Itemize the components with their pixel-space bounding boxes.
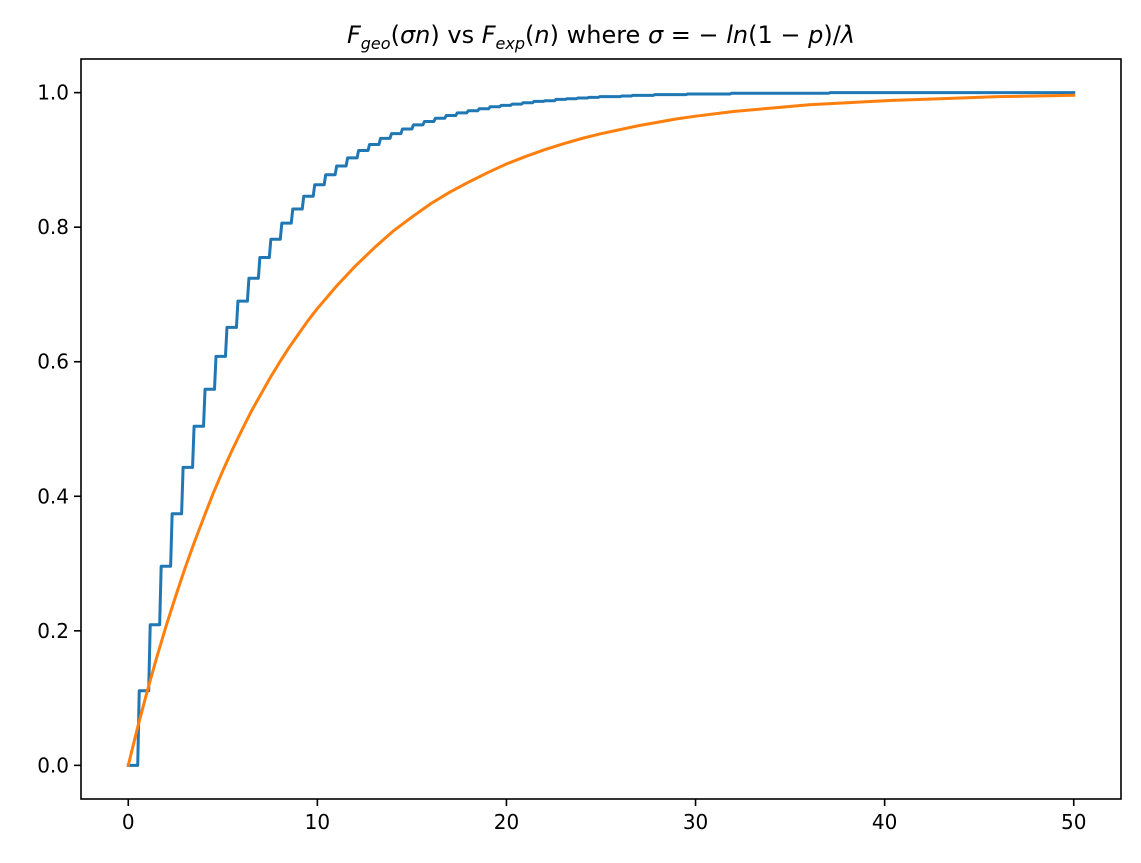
title-equals-minus: = −: [663, 21, 726, 49]
plot-area: [81, 59, 1121, 799]
title-exp-paren-open: (: [525, 21, 534, 49]
x-axis: 0 10 20 30 40 50: [122, 799, 1086, 834]
title-exp-subscript: exp: [496, 34, 525, 53]
y-tick-label: 0.6: [37, 350, 69, 374]
y-tick-label: 1.0: [37, 81, 69, 105]
series-layer: [126, 91, 1076, 768]
x-tick-label: 20: [494, 810, 519, 834]
title-geo-paren-open: (: [391, 21, 400, 49]
y-tick-label: 0.8: [37, 215, 69, 239]
title-one-minus: (1 −: [748, 21, 808, 49]
title-geo-letter: F: [347, 21, 362, 49]
title-exp-paren-close: ): [550, 21, 559, 49]
title-lambda: λ: [839, 21, 855, 49]
y-axis: 0.0 0.2 0.4 0.6 0.8 1.0: [37, 81, 81, 777]
y-tick-label: 0.0: [37, 753, 69, 777]
title-where: where: [559, 21, 648, 49]
x-tick-label: 0: [122, 810, 135, 834]
x-tick-label: 40: [872, 810, 897, 834]
title-geo-sigma: σ: [400, 21, 416, 49]
title-sigma: σ: [648, 21, 664, 49]
title-exp-n: n: [534, 21, 549, 49]
exponential-cdf-line: [126, 93, 1076, 768]
title-geo-subscript: geo: [361, 34, 391, 53]
title-paren-slash: )/: [823, 21, 841, 49]
title-geo-n: n: [415, 21, 430, 49]
title-ln: ln: [726, 21, 748, 49]
y-tick-label: 0.4: [37, 484, 69, 508]
plot-frame: [80, 58, 1122, 800]
title-p: p: [807, 21, 823, 49]
x-tick-label: 10: [305, 810, 330, 834]
y-tick-label: 0.2: [37, 619, 69, 643]
geometric-cdf-step-line: [126, 91, 1076, 767]
x-tick-label: 30: [683, 810, 708, 834]
title-vs: vs: [440, 21, 482, 49]
title-geo-paren-close: ): [430, 21, 439, 49]
chart-title: Fgeo(σn) vs Fexp(n) where σ = − ln(1 − p…: [347, 21, 855, 53]
x-tick-label: 50: [1061, 810, 1086, 834]
title-exp-letter: F: [482, 21, 497, 49]
